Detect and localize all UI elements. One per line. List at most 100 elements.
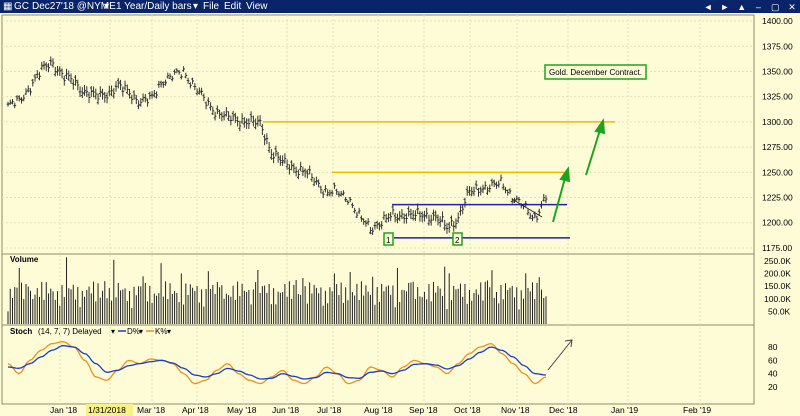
x-tick: Dec '18 (549, 405, 578, 415)
x-tick: Mar '18 (137, 405, 165, 415)
price-bar (56, 65, 59, 76)
price-bar (150, 91, 154, 99)
price-bar (323, 185, 327, 193)
price-bar (42, 61, 46, 70)
price-bar (22, 94, 26, 102)
price-bar (35, 70, 39, 79)
price-bar (303, 168, 307, 178)
stoch-k-line (7, 341, 547, 385)
price-tick: 1350.00 (762, 67, 793, 77)
price-bar (544, 195, 548, 204)
price-bar (103, 91, 107, 103)
price-bar (429, 214, 433, 226)
price-bar (407, 206, 411, 217)
price-bar (483, 181, 487, 190)
price-bar (233, 112, 237, 123)
price-bar (269, 149, 273, 160)
price-bar (195, 88, 199, 96)
timeframe-dropdown-icon[interactable]: ▾ (193, 1, 199, 12)
volume-bars (7, 257, 547, 324)
price-bar (447, 222, 451, 233)
price-bar (211, 106, 215, 116)
price-bar (402, 213, 406, 224)
price-bar (15, 95, 19, 102)
price-bar (177, 69, 181, 75)
menu-view[interactable]: View (246, 1, 268, 12)
expand-icon[interactable]: ▲ (737, 2, 747, 12)
price-bar (119, 79, 122, 90)
price-bar (292, 163, 296, 174)
price-tick: 1325.00 (762, 92, 793, 102)
price-bar (134, 95, 138, 105)
price-bar (488, 184, 492, 193)
price-bar (227, 111, 231, 121)
symbol-label[interactable]: GC (14, 1, 29, 12)
price-bar (20, 97, 23, 104)
price-bar (159, 80, 163, 88)
box-1-text: 1 (386, 236, 391, 245)
price-bar (531, 214, 534, 222)
instrument-label[interactable]: Dec27'18 @NYME (32, 1, 116, 12)
price-bar (276, 151, 280, 163)
k-dropdown-icon[interactable]: ▾ (167, 327, 171, 336)
price-bar (245, 118, 249, 129)
menu-file[interactable]: File (203, 1, 220, 12)
maximize-icon[interactable]: ▢ (770, 2, 780, 12)
price-bar (339, 190, 343, 197)
timeframe-label[interactable]: 1 Year/Daily bars (116, 1, 192, 12)
price-bar (242, 117, 246, 128)
price-bar (44, 62, 48, 72)
price-bar (299, 161, 303, 172)
title-bar[interactable]: ▦ GC Dec27'18 @NYME ▾ 1 Year/Daily bars … (0, 0, 800, 13)
scroll-left-icon[interactable]: ◄ (703, 2, 713, 12)
price-bar (355, 212, 359, 218)
price-tick: 1225.00 (762, 193, 793, 203)
price-bar (114, 81, 118, 92)
price-bar (459, 205, 462, 216)
price-bar (472, 186, 476, 196)
price-tick: 1400.00 (762, 16, 793, 26)
minimize-icon[interactable]: – (755, 2, 761, 12)
price-bar (508, 188, 512, 194)
price-tick: 1375.00 (762, 41, 793, 51)
price-bar (51, 58, 55, 68)
x-tick: Oct '18 (454, 405, 481, 415)
price-bar (468, 186, 471, 196)
grid (2, 15, 754, 404)
price-bar (296, 169, 300, 180)
price-bar (29, 88, 32, 96)
price-bar (40, 61, 44, 71)
price-bar (58, 66, 62, 76)
price-bar (26, 85, 30, 93)
price-bar (369, 226, 372, 235)
x-tick: Jan '18 (50, 405, 77, 415)
price-bar (474, 180, 478, 190)
price-bar (314, 176, 318, 185)
volume-axis: 250.0K 200.0K 150.0K 100.0K 50.0K (764, 256, 791, 316)
price-bar (191, 77, 194, 85)
window-buttons: ◄ ► ▲ – ▢ ✕ (700, 1, 798, 12)
stoch-dropdown-icon[interactable]: ▾ (111, 327, 115, 336)
arrow-1-shaft (552, 177, 566, 223)
d-dropdown-icon[interactable]: ▾ (139, 327, 143, 336)
price-bar (342, 190, 345, 196)
price-bar (193, 83, 197, 90)
instrument-dropdown-icon[interactable]: ▾ (104, 1, 110, 12)
price-bar (143, 94, 147, 103)
green-arrows (552, 118, 606, 223)
close-icon[interactable]: ✕ (788, 2, 796, 12)
x-tick-highlighted[interactable]: 1/31/2018 (88, 405, 126, 415)
price-bar (456, 212, 460, 223)
menu-edit[interactable]: Edit (224, 1, 242, 12)
price-bar (414, 210, 417, 221)
price-bar (215, 105, 219, 115)
price-bar (184, 72, 188, 79)
scroll-right-icon[interactable]: ► (720, 2, 730, 12)
price-bar (110, 85, 113, 97)
price-bar (224, 107, 228, 117)
price-bar (116, 78, 120, 89)
price-bar (371, 227, 375, 235)
price-bar (301, 166, 305, 177)
volume-tick: 200.0K (764, 269, 791, 279)
